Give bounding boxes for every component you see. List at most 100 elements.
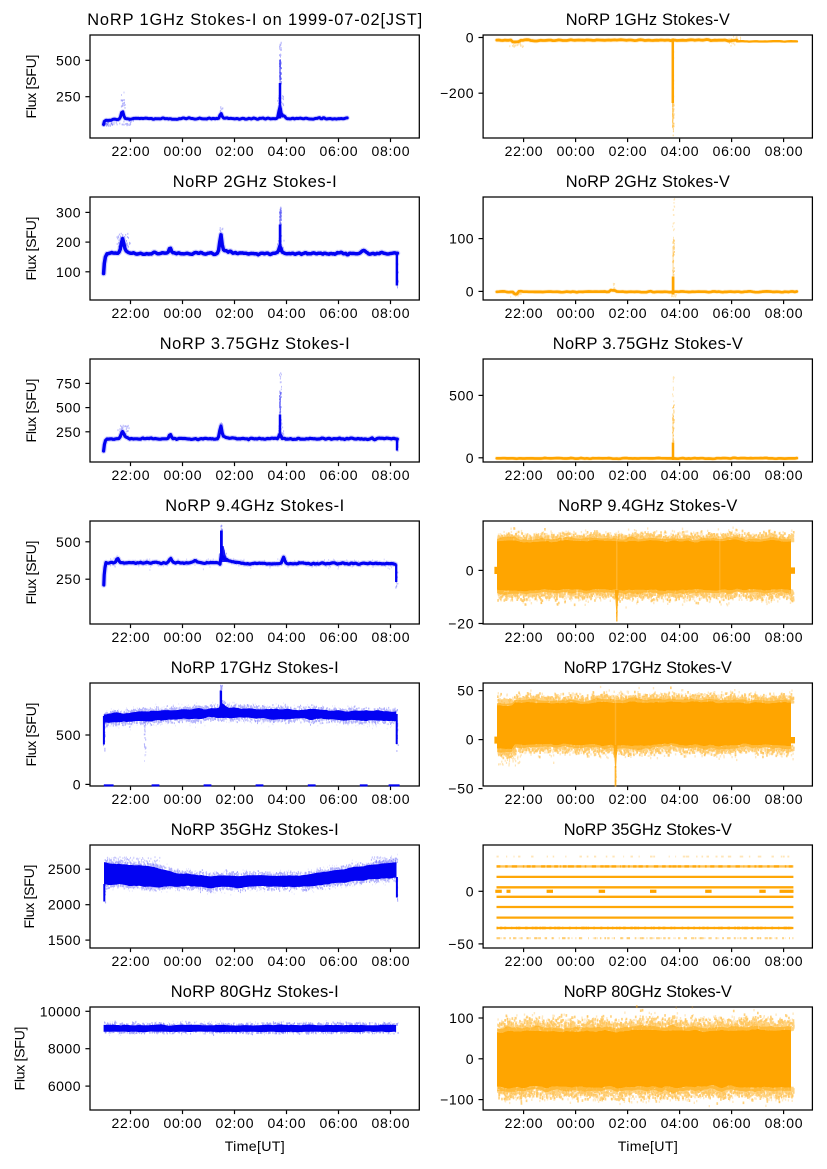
svg-text:06:00: 06:00 <box>320 953 358 969</box>
svg-text:08:00: 08:00 <box>765 953 803 969</box>
svg-text:Time[UT]: Time[UT] <box>618 1139 678 1155</box>
svg-text:NoRP 80GHz Stokes-V: NoRP 80GHz Stokes-V <box>564 983 732 1001</box>
svg-text:1500: 1500 <box>48 932 81 948</box>
svg-text:08:00: 08:00 <box>765 143 803 159</box>
svg-text:04:00: 04:00 <box>268 791 306 807</box>
svg-text:22:00: 22:00 <box>112 953 150 969</box>
svg-text:0: 0 <box>466 283 474 299</box>
svg-text:06:00: 06:00 <box>713 791 751 807</box>
svg-text:22:00: 22:00 <box>112 305 150 321</box>
svg-text:08:00: 08:00 <box>372 953 410 969</box>
svg-text:02:00: 02:00 <box>609 143 647 159</box>
svg-text:−50: −50 <box>448 781 474 797</box>
svg-text:22:00: 22:00 <box>505 467 543 483</box>
svg-text:0: 0 <box>466 883 474 899</box>
svg-text:22:00: 22:00 <box>505 1115 543 1131</box>
svg-text:NoRP 17GHz Stokes-V: NoRP 17GHz Stokes-V <box>564 659 732 677</box>
svg-text:Flux [SFU]: Flux [SFU] <box>24 55 40 119</box>
svg-text:08:00: 08:00 <box>765 1115 803 1131</box>
svg-text:02:00: 02:00 <box>609 305 647 321</box>
svg-text:04:00: 04:00 <box>661 629 699 645</box>
svg-text:NoRP 35GHz Stokes-V: NoRP 35GHz Stokes-V <box>564 821 732 839</box>
svg-text:100: 100 <box>449 1010 474 1026</box>
svg-text:250: 250 <box>56 424 81 440</box>
svg-text:04:00: 04:00 <box>661 791 699 807</box>
svg-text:0: 0 <box>466 562 474 578</box>
svg-text:−100: −100 <box>440 1092 474 1108</box>
svg-text:02:00: 02:00 <box>216 629 254 645</box>
svg-text:Flux [SFU]: Flux [SFU] <box>24 703 40 767</box>
svg-text:00:00: 00:00 <box>164 143 202 159</box>
svg-text:04:00: 04:00 <box>268 143 306 159</box>
svg-text:NoRP 9.4GHz Stokes-V: NoRP 9.4GHz Stokes-V <box>558 497 737 515</box>
svg-text:00:00: 00:00 <box>557 467 595 483</box>
svg-text:06:00: 06:00 <box>320 305 358 321</box>
svg-text:NoRP 17GHz Stokes-I: NoRP 17GHz Stokes-I <box>171 659 339 677</box>
svg-text:2500: 2500 <box>48 861 81 877</box>
svg-text:06:00: 06:00 <box>713 143 751 159</box>
svg-text:00:00: 00:00 <box>557 143 595 159</box>
svg-text:22:00: 22:00 <box>505 791 543 807</box>
svg-text:00:00: 00:00 <box>164 1115 202 1131</box>
svg-text:22:00: 22:00 <box>505 953 543 969</box>
svg-text:04:00: 04:00 <box>268 467 306 483</box>
svg-text:0: 0 <box>466 450 474 466</box>
svg-text:02:00: 02:00 <box>216 1115 254 1131</box>
svg-text:06:00: 06:00 <box>320 629 358 645</box>
svg-text:22:00: 22:00 <box>505 143 543 159</box>
svg-text:00:00: 00:00 <box>164 953 202 969</box>
svg-text:04:00: 04:00 <box>661 305 699 321</box>
svg-text:300: 300 <box>56 204 81 220</box>
svg-text:Flux [SFU]: Flux [SFU] <box>24 541 40 605</box>
svg-text:0: 0 <box>466 732 474 748</box>
svg-text:04:00: 04:00 <box>268 305 306 321</box>
svg-text:100: 100 <box>449 231 474 247</box>
svg-text:22:00: 22:00 <box>112 791 150 807</box>
svg-text:02:00: 02:00 <box>609 953 647 969</box>
svg-text:06:00: 06:00 <box>320 1115 358 1131</box>
svg-text:Flux [SFU]: Flux [SFU] <box>24 217 40 281</box>
svg-text:NoRP 35GHz Stokes-I: NoRP 35GHz Stokes-I <box>171 821 339 839</box>
svg-text:06:00: 06:00 <box>713 305 751 321</box>
svg-text:08:00: 08:00 <box>372 467 410 483</box>
svg-text:500: 500 <box>449 387 474 403</box>
svg-text:NoRP 2GHz Stokes-V: NoRP 2GHz Stokes-V <box>566 173 730 191</box>
svg-text:00:00: 00:00 <box>557 1115 595 1131</box>
svg-text:04:00: 04:00 <box>661 143 699 159</box>
svg-text:−200: −200 <box>440 85 474 101</box>
svg-text:NoRP 9.4GHz Stokes-I: NoRP 9.4GHz Stokes-I <box>165 497 344 515</box>
svg-text:6000: 6000 <box>48 1078 81 1094</box>
svg-text:06:00: 06:00 <box>320 791 358 807</box>
svg-text:04:00: 04:00 <box>661 1115 699 1131</box>
svg-text:02:00: 02:00 <box>216 791 254 807</box>
svg-text:750: 750 <box>56 375 81 391</box>
svg-text:08:00: 08:00 <box>765 629 803 645</box>
svg-text:−50: −50 <box>448 936 474 952</box>
svg-text:22:00: 22:00 <box>505 305 543 321</box>
svg-text:04:00: 04:00 <box>661 467 699 483</box>
svg-text:00:00: 00:00 <box>557 953 595 969</box>
svg-text:22:00: 22:00 <box>112 143 150 159</box>
svg-text:Time[UT]: Time[UT] <box>225 1139 285 1155</box>
svg-text:Flux [SFU]: Flux [SFU] <box>13 1027 29 1091</box>
svg-text:00:00: 00:00 <box>164 629 202 645</box>
svg-text:08:00: 08:00 <box>372 791 410 807</box>
svg-text:22:00: 22:00 <box>112 629 150 645</box>
svg-text:0: 0 <box>73 776 81 792</box>
svg-text:06:00: 06:00 <box>713 629 751 645</box>
svg-text:500: 500 <box>56 52 81 68</box>
svg-text:NoRP 1GHz Stokes-I on 1999-07-: NoRP 1GHz Stokes-I on 1999-07-02[JST] <box>87 11 422 29</box>
svg-text:08:00: 08:00 <box>372 1115 410 1131</box>
svg-text:06:00: 06:00 <box>320 143 358 159</box>
svg-text:00:00: 00:00 <box>557 305 595 321</box>
svg-text:02:00: 02:00 <box>609 791 647 807</box>
svg-text:00:00: 00:00 <box>164 305 202 321</box>
svg-text:500: 500 <box>56 727 81 743</box>
svg-text:02:00: 02:00 <box>216 953 254 969</box>
svg-text:04:00: 04:00 <box>268 1115 306 1131</box>
svg-text:Flux [SFU]: Flux [SFU] <box>24 379 40 443</box>
svg-text:06:00: 06:00 <box>713 953 751 969</box>
svg-text:08:00: 08:00 <box>372 305 410 321</box>
svg-text:200: 200 <box>56 234 81 250</box>
svg-text:50: 50 <box>457 683 474 699</box>
